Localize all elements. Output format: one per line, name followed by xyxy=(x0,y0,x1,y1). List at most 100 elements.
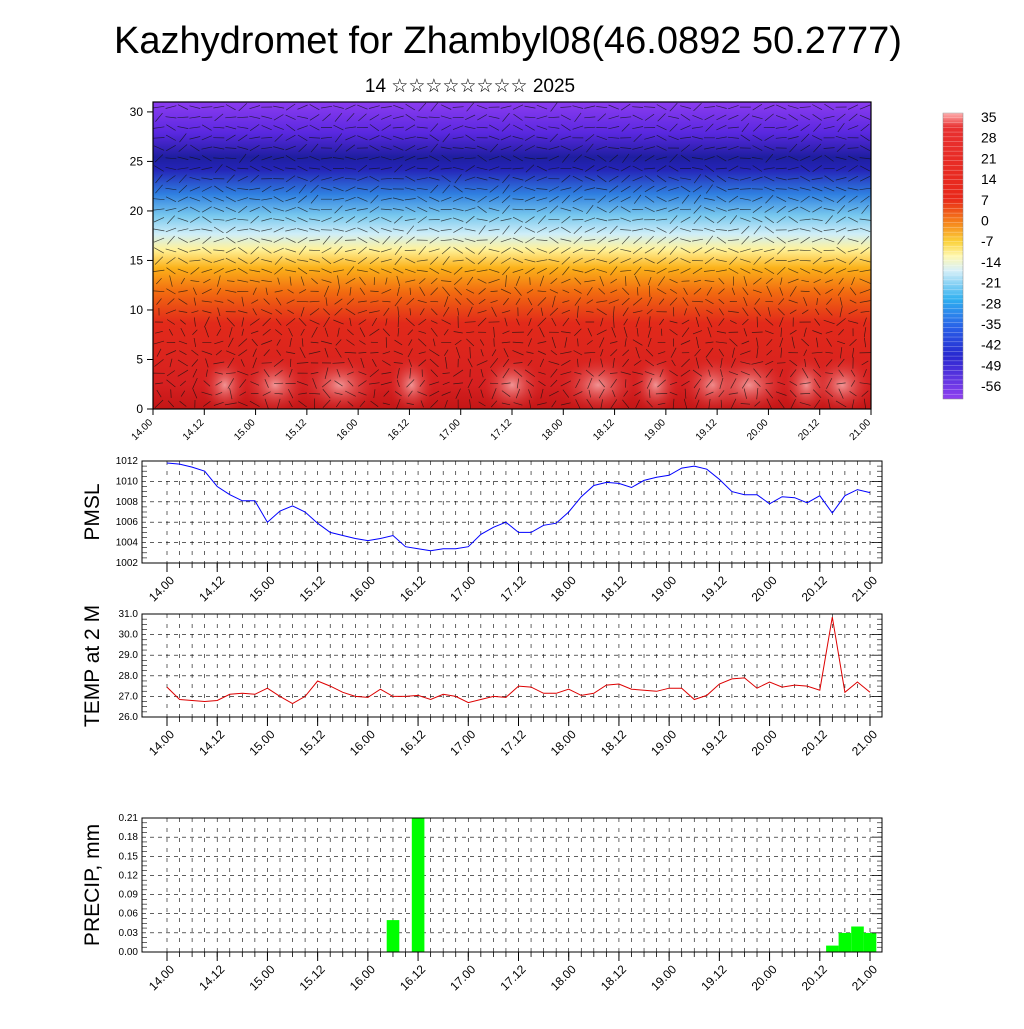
colorbar-tick-label: -49 xyxy=(981,357,1001,373)
precip-x-tick-label: 17.12 xyxy=(497,962,528,993)
precip-panel: 0.210.180.150.120.090.060.030.00 14.00 14… xyxy=(81,813,883,993)
temp-x-tick-label: 15.00 xyxy=(246,727,277,758)
precip-y-tick-label: 0.09 xyxy=(119,890,139,901)
precip-bar xyxy=(386,920,400,952)
colorbar-tick-label: -7 xyxy=(981,233,994,249)
pmsl-y-tick-label: 1006 xyxy=(116,517,139,528)
pmsl-x-tick-label: 16.12 xyxy=(397,573,428,604)
upper-x-tick-label: 20.12 xyxy=(796,417,822,443)
precip-x-axis: 14.00 14.12 15.00 15.12 16.00 16.12 17.00 17.12… xyxy=(146,952,880,993)
temp-x-tick-label: 21.00 xyxy=(849,727,880,758)
pmsl-x-tick-label: 16.00 xyxy=(347,573,378,604)
upper-y-tick-label: 15 xyxy=(130,253,144,267)
temp-x-tick-label: 19.00 xyxy=(648,727,679,758)
pmsl-x-tick-label: 18.00 xyxy=(548,573,579,604)
temp-x-tick-label: 16.12 xyxy=(397,727,428,758)
pmsl-x-tick-label: 15.12 xyxy=(297,573,328,604)
chart-title: Kazhydromet for Zhambyl08(46.0892 50.277… xyxy=(114,20,902,62)
colorbar-tick-label: -14 xyxy=(981,254,1001,270)
temp-x-tick-label: 18.12 xyxy=(598,727,629,758)
colorbar-tick-label: 0 xyxy=(981,213,989,229)
temp-x-tick-label: 18.00 xyxy=(548,727,579,758)
precip-bar xyxy=(838,932,852,952)
temp-x-tick-label: 20.00 xyxy=(749,727,780,758)
precip-y-tick-label: 0.06 xyxy=(119,909,139,920)
colorbar-bands xyxy=(943,112,963,395)
pmsl-x-tick-label: 17.12 xyxy=(497,573,528,604)
temp-y-tick-label: 28.0 xyxy=(119,671,139,682)
pmsl-y-tick-label: 1012 xyxy=(116,456,139,467)
precip-bars xyxy=(386,818,877,952)
temp-x-tick-label: 14.00 xyxy=(146,727,177,758)
temp-x-tick-label: 14.12 xyxy=(196,727,227,758)
upper-panel: 0 5 10 15 20 25 30 14.00 14.12 15.00 15.12 16.00 16… xyxy=(130,101,873,443)
temp-frame xyxy=(141,613,883,718)
temp-x-tick-label: 17.00 xyxy=(447,727,478,758)
temp-x-axis: 14.00 14.12 15.00 15.12 16.00 16.12 17.00 17.12… xyxy=(146,717,880,758)
precip-x-tick-label: 15.12 xyxy=(297,962,328,993)
temp-y-tick-label: 27.0 xyxy=(119,691,139,702)
temp-y-tick-label: 31.0 xyxy=(119,609,139,620)
upper-x-tick-label: 16.12 xyxy=(386,417,412,443)
upper-x-tick-label: 20.00 xyxy=(745,417,771,443)
pmsl-x-tick-label: 19.12 xyxy=(698,573,729,604)
temp-y-axis: 31.0 30.0 29.0 28.0 27.0 26.0 xyxy=(119,609,882,723)
upper-x-tick-label: 14.00 xyxy=(130,417,156,443)
upper-y-axis: 0 5 10 15 20 25 30 xyxy=(130,105,153,416)
wind-vector-field xyxy=(153,102,871,409)
colorbar: 35 28 21 14 7 0 -7 -14 -21 -28 -35 -42 -49 -56 xyxy=(942,109,1001,400)
pmsl-grid xyxy=(142,460,882,568)
precip-ylabel: PRECIP, mm xyxy=(81,824,104,946)
temp-x-tick-label: 16.00 xyxy=(347,727,378,758)
upper-x-tick-label: 18.12 xyxy=(591,417,617,443)
precip-y-tick-label: 0.18 xyxy=(119,832,139,843)
precip-x-tick-label: 14.00 xyxy=(146,962,177,993)
pmsl-x-tick-label: 14.00 xyxy=(146,573,177,604)
warm-cell xyxy=(387,355,436,409)
pmsl-x-tick-label: 17.00 xyxy=(447,573,478,604)
wind-vectors xyxy=(153,102,871,409)
pmsl-x-tick-label: 15.00 xyxy=(246,573,277,604)
upper-y-tick-label: 10 xyxy=(130,303,144,317)
warm-cell xyxy=(558,355,639,409)
temp-panel: 31.0 30.0 29.0 28.0 27.0 26.0 14.00 14.12 15.00… xyxy=(81,605,883,758)
pmsl-x-tick-label: 14.12 xyxy=(196,573,227,604)
precip-x-tick-label: 15.00 xyxy=(246,962,277,993)
pmsl-x-tick-label: 19.00 xyxy=(648,573,679,604)
precip-x-tick-label: 19.00 xyxy=(648,962,679,993)
precip-bar xyxy=(826,945,839,952)
precip-x-tick-label: 16.00 xyxy=(347,962,378,993)
temp-y-tick-label: 29.0 xyxy=(119,650,139,661)
warm-cell xyxy=(243,355,308,409)
precip-y-tick-label: 0.15 xyxy=(119,851,139,862)
precip-x-tick-label: 21.00 xyxy=(849,962,880,993)
warm-cell xyxy=(299,355,380,409)
precip-y-tick-label: 0.21 xyxy=(119,813,139,824)
temp-series-line xyxy=(166,617,871,705)
chart-subtitle: 14 ☆☆☆☆☆☆☆☆ 2025 xyxy=(365,76,575,97)
pmsl-panel: 1012 1010 1008 1006 1004 1002 14.00 14.12 15.00… xyxy=(81,456,883,604)
pmsl-y-axis: 1012 1010 1008 1006 1004 1002 xyxy=(116,456,882,569)
pmsl-x-tick-label: 21.00 xyxy=(849,573,880,604)
precip-y-axis: 0.21 0.18 0.15 0.12 0.09 0.06 0.03 0.00 xyxy=(119,813,882,958)
upper-x-tick-label: 17.00 xyxy=(437,417,463,443)
pmsl-y-tick-label: 1010 xyxy=(116,476,139,487)
warm-cell xyxy=(480,355,544,409)
precip-x-tick-label: 14.12 xyxy=(196,962,227,993)
pmsl-x-tick-label: 20.00 xyxy=(749,573,780,604)
upper-y-tick-label: 20 xyxy=(130,204,144,218)
temp-grid xyxy=(142,613,882,722)
pmsl-y-tick-label: 1004 xyxy=(116,538,139,549)
precip-y-tick-label: 0.03 xyxy=(119,928,139,939)
pmsl-y-tick-label: 1002 xyxy=(116,558,139,569)
upper-x-tick-label: 15.00 xyxy=(232,417,258,443)
upper-x-tick-label: 14.12 xyxy=(181,417,207,443)
colorbar-ticks: 35 28 21 14 7 0 -7 -14 -21 -28 -35 -42 -49 -56 xyxy=(981,109,1001,394)
colorbar-tick-label: -35 xyxy=(981,316,1001,332)
upper-heatmap-warm-cells xyxy=(200,355,871,409)
precip-bar xyxy=(851,926,864,952)
temp-x-tick-label: 19.12 xyxy=(698,727,729,758)
colorbar-tick-label: -21 xyxy=(981,275,1001,291)
pmsl-x-axis: 14.00 14.12 15.00 15.12 16.00 16.12 17.00 17.12… xyxy=(146,563,880,604)
